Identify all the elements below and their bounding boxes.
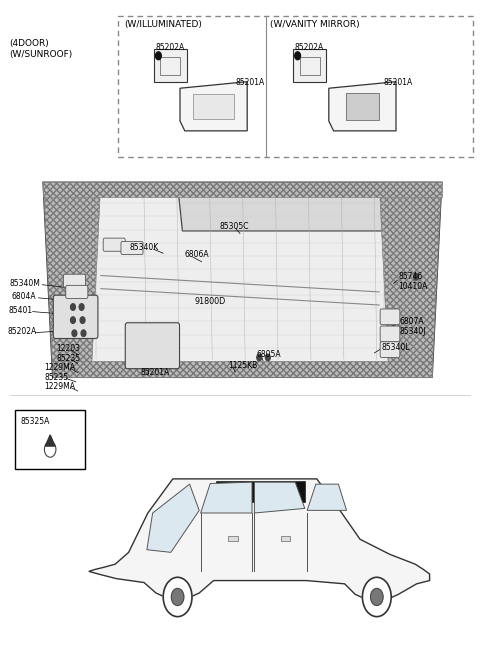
FancyBboxPatch shape [380,342,400,358]
Bar [160,56,180,75]
Text: 85305C: 85305C [220,222,249,231]
FancyBboxPatch shape [63,274,85,287]
Polygon shape [43,182,442,197]
Polygon shape [89,479,430,601]
Polygon shape [147,484,199,552]
Text: 91800D: 91800D [194,297,226,306]
Text: 6806A: 6806A [185,250,209,259]
Circle shape [414,274,419,280]
Bar [281,536,290,541]
Text: 85340L: 85340L [382,343,410,352]
Text: (W/VANITY MIRROR): (W/VANITY MIRROR) [270,20,360,30]
Text: (4DOOR)
(W/SUNROOF): (4DOOR) (W/SUNROOF) [10,39,73,59]
Text: 85401: 85401 [9,306,33,315]
Circle shape [265,354,270,361]
Text: 1125KB: 1125KB [228,361,257,370]
Text: 85202A: 85202A [295,43,324,52]
Polygon shape [43,182,101,377]
Polygon shape [379,182,442,377]
FancyBboxPatch shape [66,285,88,298]
Circle shape [80,317,85,323]
Text: 85235: 85235 [44,373,68,382]
Polygon shape [178,185,403,231]
Circle shape [295,52,300,60]
Bar [346,92,379,120]
Text: 85746: 85746 [398,272,423,281]
Circle shape [79,304,84,310]
Text: 85201A: 85201A [140,368,169,377]
Circle shape [362,577,391,617]
Text: 1229MA: 1229MA [44,382,75,391]
Bar [228,536,238,541]
Text: 6805A: 6805A [257,350,281,359]
Circle shape [81,330,86,337]
Bar [193,94,234,119]
Bar [300,56,320,75]
Circle shape [72,330,77,337]
Text: 6807A: 6807A [399,317,424,326]
FancyBboxPatch shape [380,326,400,342]
FancyBboxPatch shape [380,309,400,325]
Text: (W/ILLUMINATED): (W/ILLUMINATED) [124,20,202,30]
Circle shape [171,588,184,605]
Circle shape [257,354,262,361]
Polygon shape [329,82,396,131]
Polygon shape [201,482,252,513]
Text: 85202A: 85202A [7,327,36,336]
Circle shape [44,441,56,457]
Text: 85340K: 85340K [130,243,159,253]
FancyBboxPatch shape [121,241,143,255]
Circle shape [71,304,75,310]
Circle shape [71,317,75,323]
Polygon shape [180,82,247,131]
FancyBboxPatch shape [53,295,98,338]
Polygon shape [254,482,305,513]
Circle shape [156,52,161,60]
Circle shape [163,577,192,617]
Text: 6804A: 6804A [12,292,36,301]
Text: 85340J: 85340J [399,327,426,337]
Text: 85340M: 85340M [10,279,40,288]
Text: 85201A: 85201A [384,78,413,87]
Polygon shape [53,361,432,377]
Polygon shape [45,435,55,446]
Text: 85325A: 85325A [20,417,49,426]
Circle shape [371,588,383,605]
Bar [15,410,85,469]
Text: 12203: 12203 [57,344,81,354]
Polygon shape [293,49,326,82]
Text: 85202A: 85202A [156,43,185,52]
FancyBboxPatch shape [125,323,180,369]
Text: 85235: 85235 [57,354,81,363]
Text: 10410A: 10410A [398,281,428,291]
Polygon shape [43,182,442,377]
Polygon shape [154,49,187,82]
Text: 85201A: 85201A [235,78,264,87]
Polygon shape [307,484,347,510]
Bar [118,16,473,157]
FancyBboxPatch shape [103,238,125,251]
Bar [216,481,305,502]
Text: 1229MA: 1229MA [44,363,75,372]
